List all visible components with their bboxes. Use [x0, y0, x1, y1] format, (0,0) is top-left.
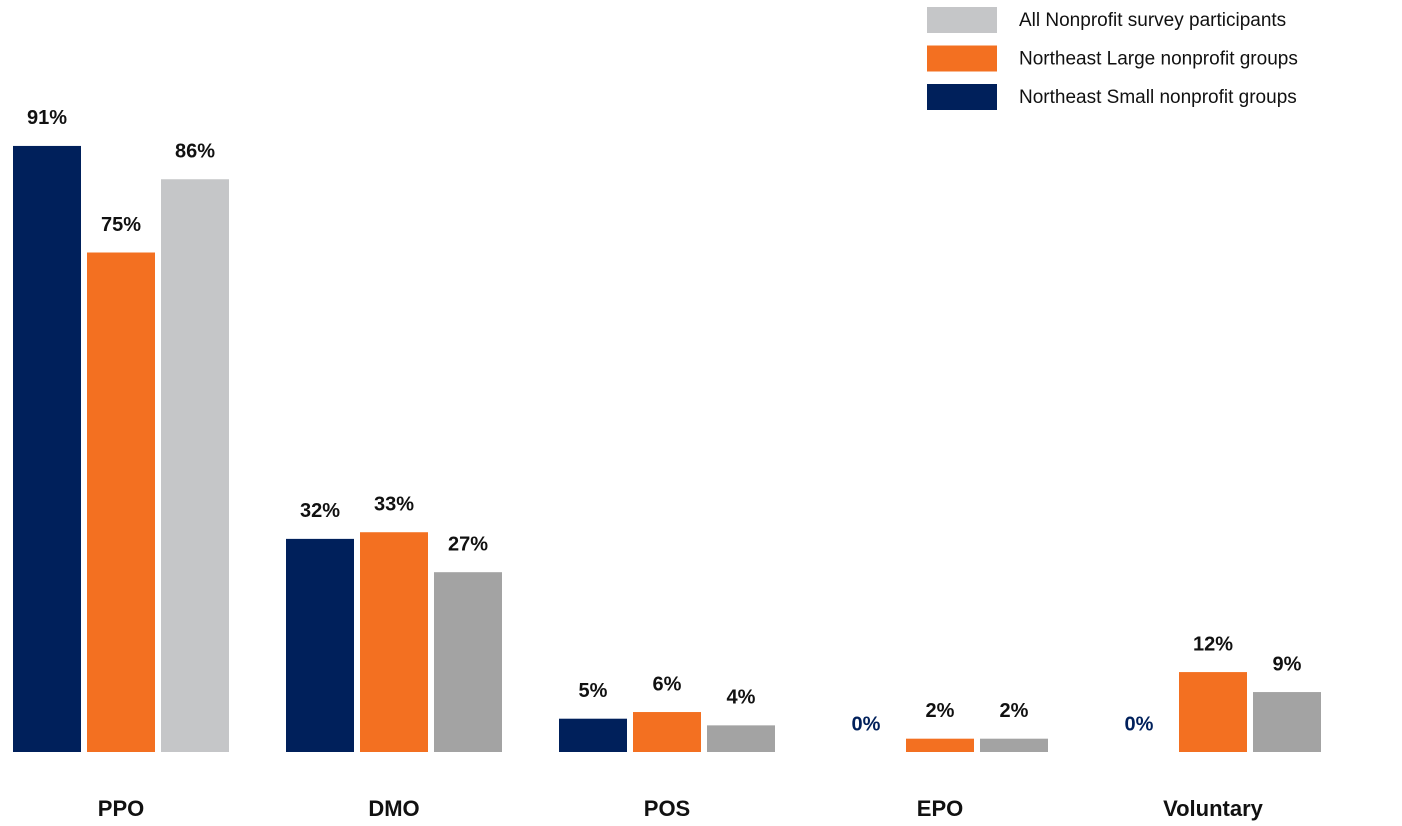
value-label: 9%	[1273, 653, 1302, 675]
legend-label: Northeast Small nonprofit groups	[1019, 87, 1297, 108]
value-label: 33%	[374, 494, 414, 516]
legend-swatch	[927, 84, 997, 110]
value-label: 86%	[175, 141, 215, 163]
x-tick-label: Voluntary	[1163, 796, 1264, 821]
value-label: 4%	[727, 687, 756, 709]
x-tick-label: EPO	[917, 796, 963, 821]
bar	[707, 725, 775, 752]
value-label: 2%	[1000, 700, 1029, 722]
legend-label: All Nonprofit survey participants	[1019, 10, 1286, 31]
x-tick-label: PPO	[98, 796, 144, 821]
bar	[906, 738, 974, 752]
bar	[980, 738, 1048, 752]
x-tick-label: POS	[644, 796, 690, 821]
value-label: 32%	[300, 500, 340, 522]
legend-swatch	[927, 45, 997, 72]
bar	[633, 712, 701, 752]
bar	[434, 572, 502, 752]
value-label: 91%	[27, 107, 67, 129]
value-label: 27%	[448, 533, 488, 555]
value-label: 0%	[1125, 713, 1154, 735]
bar	[1253, 692, 1321, 752]
bar	[559, 718, 627, 752]
bar	[87, 252, 155, 752]
value-label: 5%	[579, 680, 608, 702]
bar	[286, 538, 354, 752]
legend-label: Northeast Large nonprofit groups	[1019, 49, 1298, 70]
value-label: 6%	[653, 673, 682, 695]
x-tick-label: DMO	[368, 796, 419, 821]
bar	[1179, 672, 1247, 752]
value-label: 75%	[101, 214, 141, 236]
bar	[13, 145, 81, 752]
bar	[360, 532, 428, 752]
value-label: 2%	[926, 700, 955, 722]
value-label: 0%	[852, 713, 881, 735]
legend-swatch	[927, 7, 997, 33]
value-label: 12%	[1193, 633, 1233, 655]
bar	[161, 179, 229, 753]
